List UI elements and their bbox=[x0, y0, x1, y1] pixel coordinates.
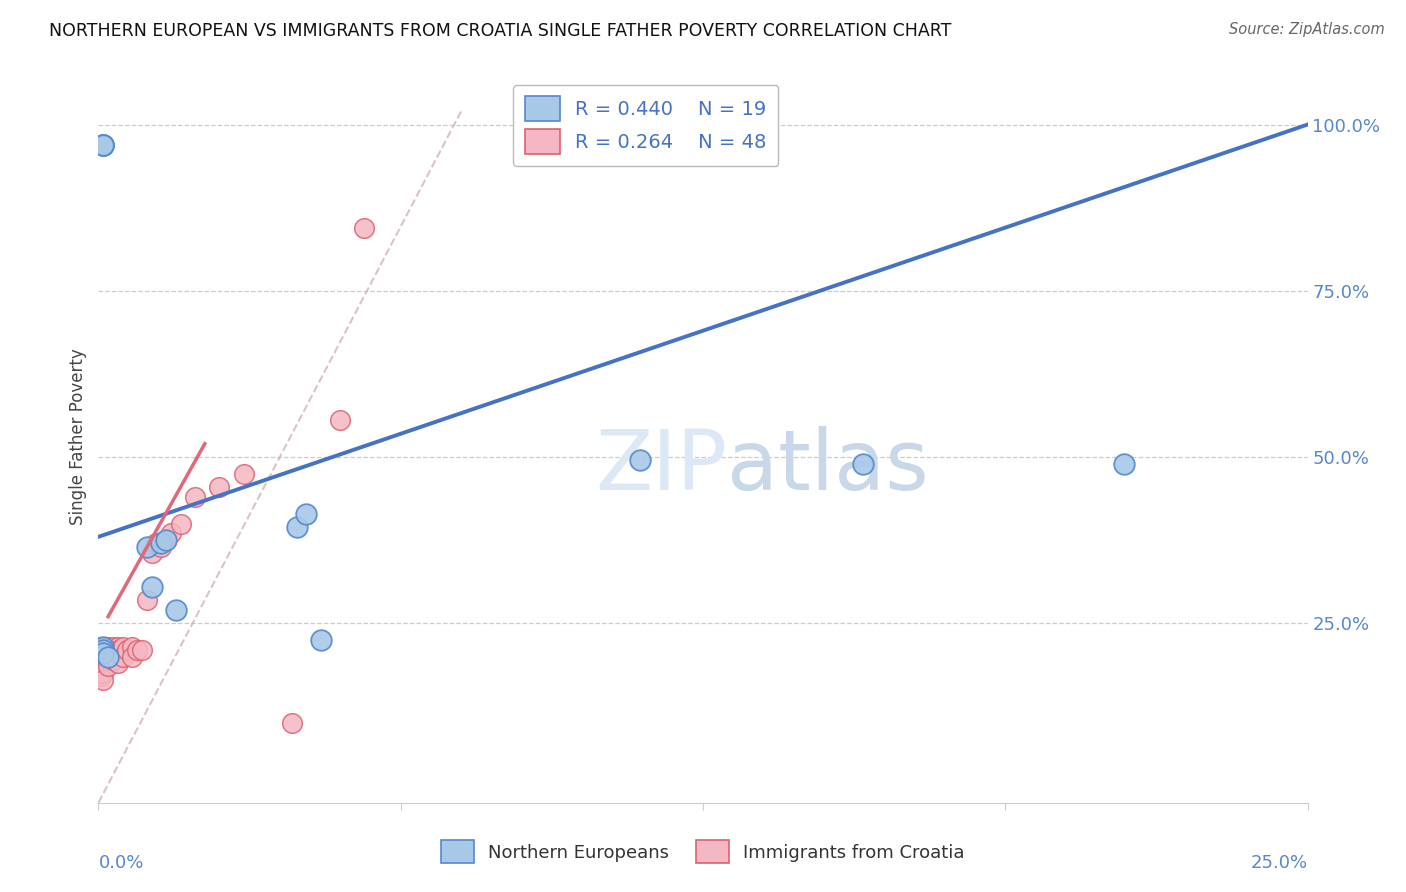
Point bbox=[150, 536, 173, 550]
Point bbox=[97, 640, 120, 654]
Point bbox=[91, 640, 114, 654]
Point bbox=[97, 653, 120, 667]
Point bbox=[160, 526, 183, 541]
Point bbox=[329, 413, 352, 427]
Point bbox=[101, 653, 124, 667]
Point bbox=[101, 646, 124, 660]
Point bbox=[111, 649, 134, 664]
Point bbox=[91, 137, 114, 152]
Text: Source: ZipAtlas.com: Source: ZipAtlas.com bbox=[1229, 22, 1385, 37]
Point bbox=[107, 643, 129, 657]
Point bbox=[91, 653, 114, 667]
Point bbox=[121, 640, 143, 654]
Point bbox=[150, 540, 173, 554]
Point bbox=[165, 603, 187, 617]
Point bbox=[232, 467, 254, 481]
Point bbox=[90, 656, 112, 670]
Point bbox=[628, 453, 651, 467]
Text: ZIP: ZIP bbox=[595, 425, 727, 507]
Point bbox=[91, 673, 114, 687]
Legend: Northern Europeans, Immigrants from Croatia: Northern Europeans, Immigrants from Croa… bbox=[430, 830, 976, 874]
Point bbox=[90, 646, 112, 660]
Point bbox=[184, 490, 207, 504]
Point bbox=[91, 659, 114, 673]
Point bbox=[131, 643, 153, 657]
Point bbox=[141, 580, 163, 594]
Point bbox=[91, 640, 114, 654]
Y-axis label: Single Father Poverty: Single Father Poverty bbox=[69, 349, 87, 525]
Point bbox=[90, 653, 112, 667]
Point bbox=[90, 666, 112, 681]
Point bbox=[97, 659, 120, 673]
Point bbox=[309, 632, 332, 647]
Point bbox=[155, 533, 177, 548]
Point bbox=[90, 643, 112, 657]
Point bbox=[97, 649, 120, 664]
Point bbox=[91, 643, 114, 657]
Point bbox=[90, 640, 112, 654]
Point bbox=[91, 137, 114, 152]
Point bbox=[135, 540, 157, 554]
Point bbox=[295, 507, 318, 521]
Point bbox=[111, 640, 134, 654]
Text: 0.0%: 0.0% bbox=[98, 854, 143, 872]
Point bbox=[353, 220, 375, 235]
Point bbox=[155, 533, 177, 548]
Point bbox=[1112, 457, 1135, 471]
Point bbox=[107, 656, 129, 670]
Point bbox=[97, 646, 120, 660]
Text: atlas: atlas bbox=[727, 425, 929, 507]
Point bbox=[208, 480, 231, 494]
Point bbox=[169, 516, 191, 531]
Point bbox=[91, 643, 114, 657]
Text: NORTHERN EUROPEAN VS IMMIGRANTS FROM CROATIA SINGLE FATHER POVERTY CORRELATION C: NORTHERN EUROPEAN VS IMMIGRANTS FROM CRO… bbox=[49, 22, 952, 40]
Point bbox=[91, 137, 114, 152]
Point bbox=[107, 640, 129, 654]
Text: 25.0%: 25.0% bbox=[1250, 854, 1308, 872]
Point bbox=[91, 137, 114, 152]
Point bbox=[91, 666, 114, 681]
Point bbox=[852, 457, 875, 471]
Point bbox=[117, 643, 139, 657]
Point bbox=[281, 716, 304, 731]
Point bbox=[135, 593, 157, 607]
Point bbox=[145, 536, 167, 550]
Point bbox=[91, 646, 114, 660]
Point bbox=[285, 520, 308, 534]
Point bbox=[141, 546, 163, 560]
Point bbox=[127, 643, 149, 657]
Point bbox=[90, 659, 112, 673]
Point bbox=[121, 649, 143, 664]
Point bbox=[91, 646, 114, 660]
Point bbox=[90, 663, 112, 677]
Point bbox=[90, 649, 112, 664]
Point bbox=[90, 669, 112, 683]
Point bbox=[91, 649, 114, 664]
Point bbox=[101, 640, 124, 654]
